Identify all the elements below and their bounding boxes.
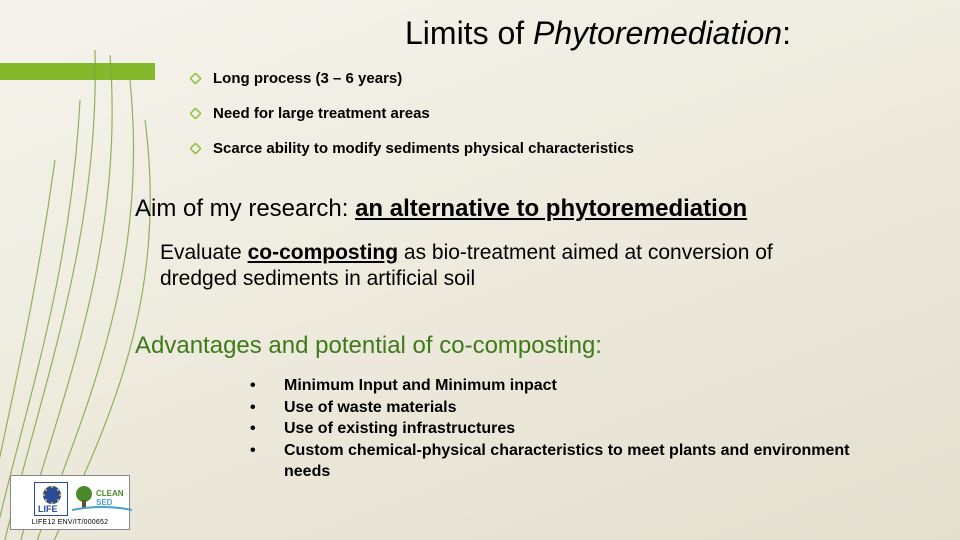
- list-item: Long process (3 – 6 years): [190, 70, 634, 87]
- evaluate-prefix: Evaluate: [160, 241, 248, 264]
- limits-list: Long process (3 – 6 years) Need for larg…: [190, 70, 634, 175]
- logo-inner: LIFE CLEAN SED: [34, 480, 106, 518]
- title-plain: Limits of: [405, 15, 533, 51]
- life-text: LIFE: [38, 504, 58, 514]
- life-logo-icon: LIFE: [34, 482, 68, 516]
- list-item: • Custom chemical-physical characteristi…: [250, 440, 884, 483]
- limit-text: Scarce ability to modify sediments physi…: [213, 140, 634, 157]
- accent-bar: [0, 63, 155, 80]
- diamond-bullet-icon: [190, 73, 201, 84]
- list-item: • Minimum Input and Minimum inpact: [250, 375, 884, 397]
- clean-text: CLEAN: [96, 489, 124, 498]
- list-item: • Use of waste materials: [250, 397, 884, 419]
- limit-text: Need for large treatment areas: [213, 105, 430, 122]
- aim-prefix: Aim of my research:: [135, 195, 355, 222]
- list-item: • Use of existing infrastructures: [250, 418, 884, 440]
- list-item: Scarce ability to modify sediments physi…: [190, 140, 634, 157]
- aim-highlight: an alternative to phytoremediation: [355, 195, 747, 222]
- dot-bullet-icon: •: [250, 397, 284, 419]
- logo-caption: LIFE12 ENV/IT/000652: [32, 519, 108, 526]
- dot-bullet-icon: •: [250, 375, 284, 397]
- title-suffix: :: [782, 15, 791, 51]
- list-item: Need for large treatment areas: [190, 105, 634, 122]
- slide-title: Limits of Phytoremediation:: [405, 15, 791, 52]
- advantage-text: Use of existing infrastructures: [284, 418, 515, 440]
- dot-bullet-icon: •: [250, 440, 284, 462]
- project-logo: LIFE CLEAN SED LIFE12 ENV/IT/000652: [10, 475, 130, 530]
- sed-text: SED: [96, 498, 113, 507]
- evaluate-paragraph: Evaluate co-composting as bio-treatment …: [160, 240, 800, 293]
- diamond-bullet-icon: [190, 143, 201, 154]
- advantage-text: Custom chemical-physical characteristics…: [284, 440, 884, 483]
- diamond-bullet-icon: [190, 108, 201, 119]
- title-italic: Phytoremediation: [533, 15, 782, 51]
- advantage-text: Minimum Input and Minimum inpact: [284, 375, 557, 397]
- aim-heading: Aim of my research: an alternative to ph…: [135, 195, 747, 223]
- advantages-list: • Minimum Input and Minimum inpact • Use…: [250, 375, 884, 483]
- dot-bullet-icon: •: [250, 418, 284, 440]
- advantage-text: Use of waste materials: [284, 397, 457, 419]
- limit-text: Long process (3 – 6 years): [213, 70, 402, 87]
- advantages-heading: Advantages and potential of co-compostin…: [135, 332, 602, 360]
- cleansed-logo-icon: CLEAN SED: [72, 482, 106, 516]
- evaluate-underline: co-composting: [248, 241, 399, 264]
